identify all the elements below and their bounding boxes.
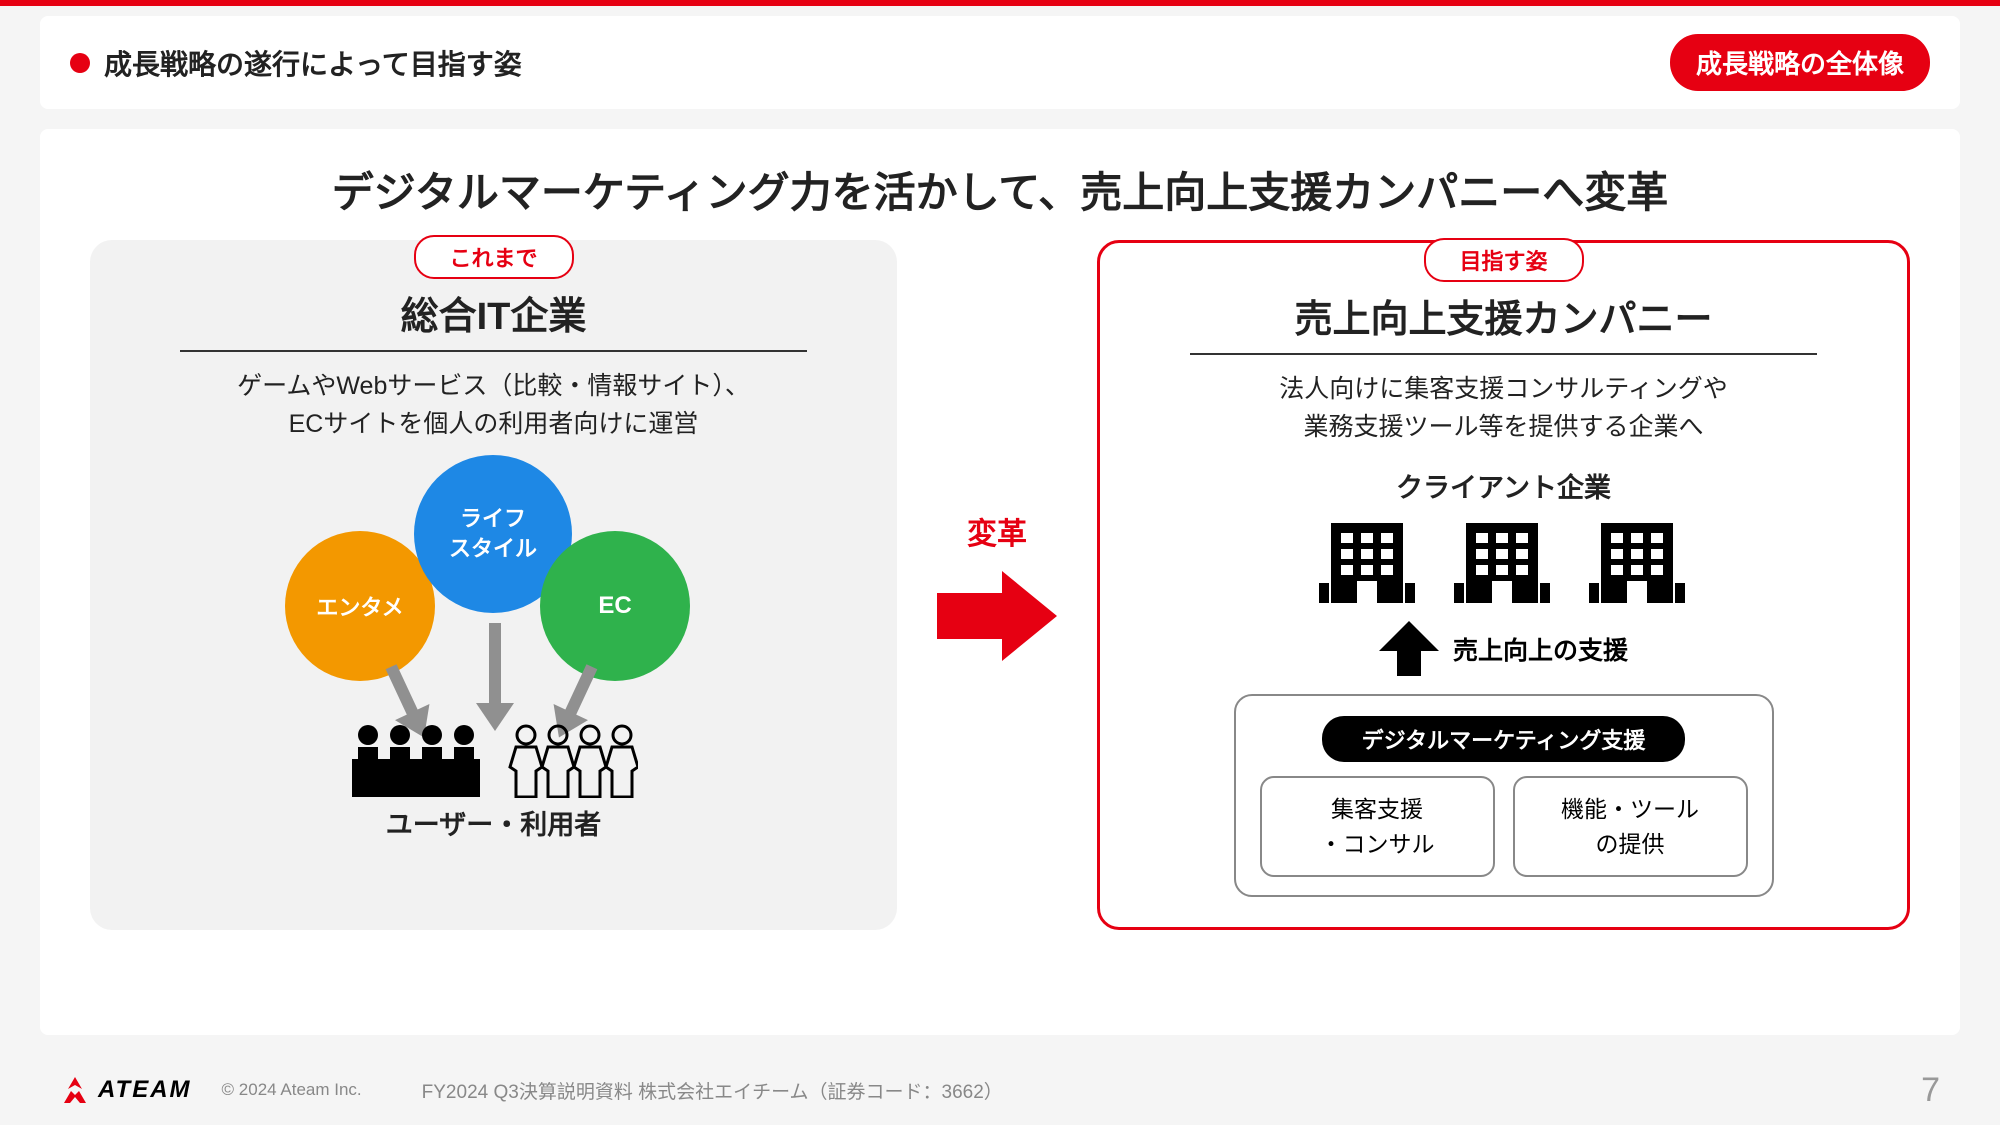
right-heading: 売上向上支援カンパニー [1190, 288, 1817, 355]
big-arrow-right-icon [937, 571, 1057, 661]
center-transform: 変革 [922, 240, 1072, 930]
footer: ATEAM © 2024 Ateam Inc. FY2024 Q3決算説明資料 … [0, 1055, 2000, 1125]
arrow-down-icon [470, 623, 520, 733]
document-title: FY2024 Q3決算説明資料 株式会社エイチーム（証券コード：3662） [422, 1077, 1003, 1104]
sub-box-tools: 機能・ツール の提供 [1513, 776, 1748, 877]
logo-icon [60, 1077, 90, 1103]
logo: ATEAM [60, 1076, 192, 1104]
circle-lifestyle-l1: ライフ [460, 506, 526, 531]
header-badge: 成長戦略の全体像 [1670, 34, 1930, 91]
service-box: デジタルマーケティング支援 集客支援 ・コンサル 機能・ツール の提供 [1234, 694, 1774, 897]
sub-boxes: 集客支援 ・コンサル 機能・ツール の提供 [1260, 776, 1748, 877]
right-content: クライアント企業 [1130, 466, 1877, 897]
panels-row: これまで 総合IT企業 ゲームやWebサービス（比較・情報サイト）、 ECサイト… [90, 240, 1910, 930]
people-group-icon [350, 723, 480, 798]
page-number: 7 [1921, 1071, 1940, 1110]
sub-box-consulting: 集客支援 ・コンサル [1260, 776, 1495, 877]
circle-entertainment: エンタメ [285, 531, 435, 681]
copyright: © 2024 Ateam Inc. [222, 1080, 362, 1100]
client-label: クライアント企業 [1396, 466, 1611, 505]
left-subtitle: ゲームやWebサービス（比較・情報サイト）、 ECサイトを個人の利用者向けに運営 [120, 368, 867, 443]
main-content: デジタルマーケティング力を活かして、売上向上支援カンパニーへ変革 これまで 総合… [40, 129, 1960, 1035]
left-sub-line1: ゲームやWebサービス（比較・情報サイト）、 [237, 372, 750, 400]
left-badge: これまで [413, 235, 573, 279]
logo-text: ATEAM [98, 1076, 192, 1104]
header: 成長戦略の遂行によって目指す姿 成長戦略の全体像 [40, 16, 1960, 109]
left-panel: これまで 総合IT企業 ゲームやWebサービス（比較・情報サイト）、 ECサイト… [90, 240, 897, 930]
left-diagram: エンタメ ライフ スタイル EC [120, 463, 867, 863]
people-icons [350, 723, 638, 798]
main-title: デジタルマーケティング力を活かして、売上向上支援カンパニーへ変革 [90, 159, 1910, 220]
buildings-icon [1319, 523, 1689, 603]
sub-box2-l1: 機能・ツール [1561, 796, 1699, 822]
right-sub-line1: 法人向けに集客支援コンサルティングや [1279, 375, 1728, 403]
support-row: 売上向上の支援 [1379, 621, 1628, 676]
right-panel: 目指す姿 売上向上支援カンパニー 法人向けに集客支援コンサルティングや 業務支援… [1097, 240, 1910, 930]
top-accent-bar [0, 0, 2000, 6]
sub-box1-l2: ・コンサル [1320, 831, 1435, 857]
arrow-up-icon [1379, 621, 1439, 676]
bullet-icon [70, 53, 90, 73]
circle-ec: EC [540, 531, 690, 681]
right-subtitle: 法人向けに集客支援コンサルティングや 業務支援ツール等を提供する企業へ [1130, 371, 1877, 446]
header-title: 成長戦略の遂行によって目指す姿 [104, 43, 522, 83]
right-sub-line2: 業務支援ツール等を提供する企業へ [1303, 413, 1703, 441]
circle-lifestyle-l2: スタイル [449, 536, 537, 561]
transform-label: 変革 [967, 509, 1027, 553]
right-badge: 目指す姿 [1423, 238, 1583, 282]
users-label: ユーザー・利用者 [386, 803, 601, 842]
support-label: 売上向上の支援 [1453, 631, 1628, 667]
sub-box1-l1: 集客支援 [1331, 796, 1423, 822]
people-group-outline-icon [508, 723, 638, 798]
sub-box2-l2: の提供 [1596, 831, 1665, 857]
left-sub-line2: ECサイトを個人の利用者向けに運営 [289, 410, 699, 438]
service-pill: デジタルマーケティング支援 [1322, 716, 1686, 762]
header-left: 成長戦略の遂行によって目指す姿 [70, 43, 522, 83]
left-heading: 総合IT企業 [180, 285, 807, 352]
